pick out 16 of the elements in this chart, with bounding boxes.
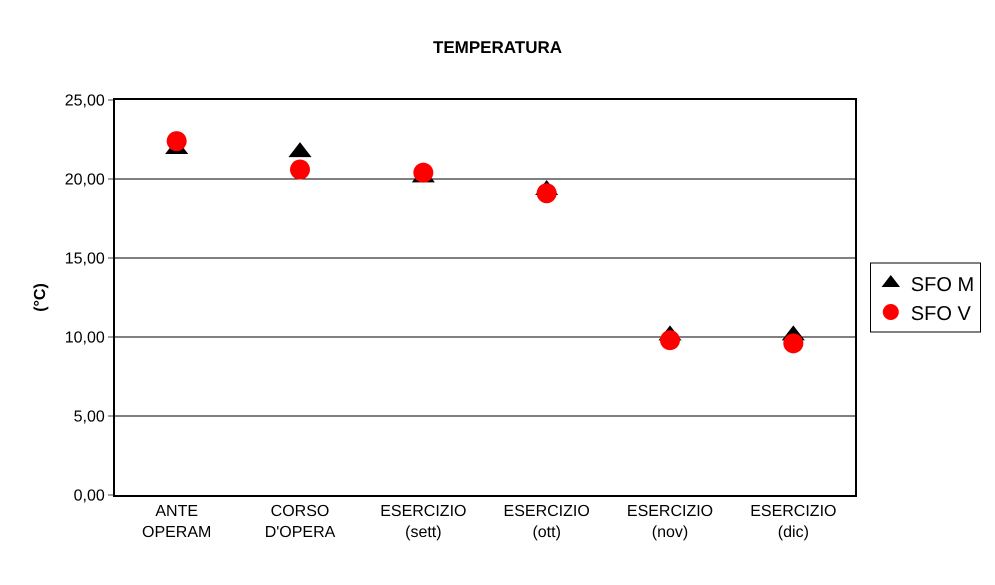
y-tick-label: 0,00 (74, 488, 105, 505)
x-tick-label: CORSO D'OPERA (264, 503, 336, 541)
x-tick-label: ANTE OPERAM (142, 503, 212, 541)
y-tick-label: 20,00 (64, 172, 105, 189)
y-tick-label: 25,00 (64, 92, 105, 110)
y-axis-title: (°C) (32, 283, 50, 312)
x-tick-label: ESERCIZIO (sett) (380, 503, 466, 541)
x-tick-label: ESERCIZIO (nov) (626, 503, 714, 541)
legend-label: SFO V (910, 302, 972, 325)
x-tick-label: ESERCIZIO (ott) (504, 503, 590, 541)
x-tick-label: ESERCIZIO (dic) (750, 503, 836, 541)
legend-label: SFO M (910, 274, 974, 296)
y-tick-label: 5,00 (74, 408, 105, 426)
y-tick-label: 15,00 (64, 250, 105, 268)
chart-title: TEMPERATURA (432, 38, 562, 57)
y-tick-label: 10,00 (64, 330, 105, 347)
